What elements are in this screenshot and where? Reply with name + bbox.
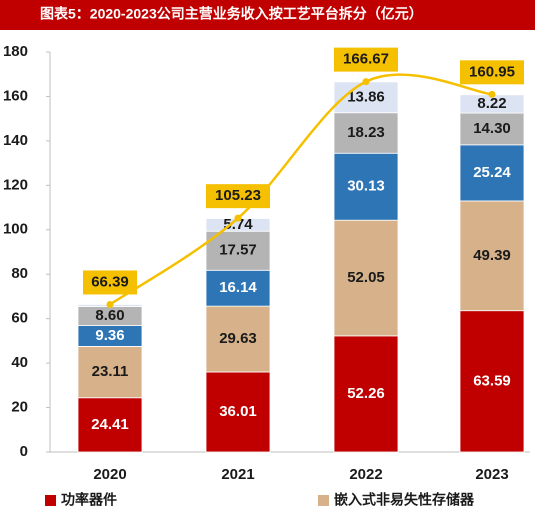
y-tick-label: 20 [11,399,28,416]
total-label-box [460,60,524,85]
total-marker [234,214,242,222]
total-label: 105.23 [215,187,261,204]
legend-label: 功率器件 [61,492,117,508]
bar-segment [77,397,143,453]
data-label: 16.14 [219,279,257,296]
bar-segment [333,335,399,453]
data-label: 52.26 [347,385,385,402]
data-label: 8.22 [477,95,506,112]
data-label: 14.30 [473,120,511,137]
y-tick-label: 180 [3,43,28,60]
bar-segment [205,269,271,307]
bar-segment [459,144,525,202]
y-tick-label: 160 [3,87,28,104]
data-label: 8.60 [95,307,124,324]
y-tick-label: 0 [20,443,28,460]
data-label: 9.36 [95,327,124,344]
bar-segment [205,305,271,373]
data-label: 5.74 [223,216,253,233]
data-label: 30.13 [347,178,385,195]
chart-title: 图表5：2020-2023公司主营业务收入按工艺平台拆分（亿元） [40,6,423,22]
data-label: 17.57 [219,242,257,259]
total-marker [488,90,496,98]
total-label: 66.39 [91,273,129,290]
data-label: 23.11 [92,363,129,380]
total-label: 166.67 [343,51,389,68]
title-banner [0,0,535,30]
data-label: 63.59 [473,372,511,389]
total-marker [106,300,114,308]
total-label-box [83,270,137,295]
y-tick-label: 60 [11,310,28,327]
total-line [109,73,493,306]
x-tick-label: 2020 [93,466,126,483]
legend-swatch [45,495,56,506]
bar-segment [333,152,399,221]
data-label: 29.63 [219,330,257,347]
x-tick-label: 2021 [221,466,254,483]
total-label: 160.95 [469,63,515,80]
y-tick-label: 140 [3,132,28,149]
legend-label: 嵌入式非易失性存储器 [334,492,475,508]
y-tick-label: 40 [11,354,28,371]
bar-segment [205,371,271,453]
total-label-box [206,184,270,209]
data-label: 36.01 [219,403,257,420]
bar-segment [77,345,143,399]
total-label-box [334,47,398,72]
data-label: 52.05 [347,269,385,286]
total-marker [362,78,370,86]
x-tick-label: 2023 [475,466,508,483]
y-tick-label: 80 [11,265,28,282]
y-tick-label: 120 [3,176,28,193]
bar-segment [459,310,525,453]
data-label: 25.24 [473,164,511,181]
data-label: 18.23 [347,124,385,141]
data-label: 13.86 [347,88,385,105]
y-tick-label: 100 [3,221,28,238]
data-label: 49.39 [473,247,511,264]
x-tick-label: 2022 [349,466,382,483]
data-label: 24.41 [91,416,129,433]
bar-segment [459,200,525,312]
legend-swatch [318,495,329,506]
bar-segment [333,219,399,337]
bar-segment [205,230,271,271]
